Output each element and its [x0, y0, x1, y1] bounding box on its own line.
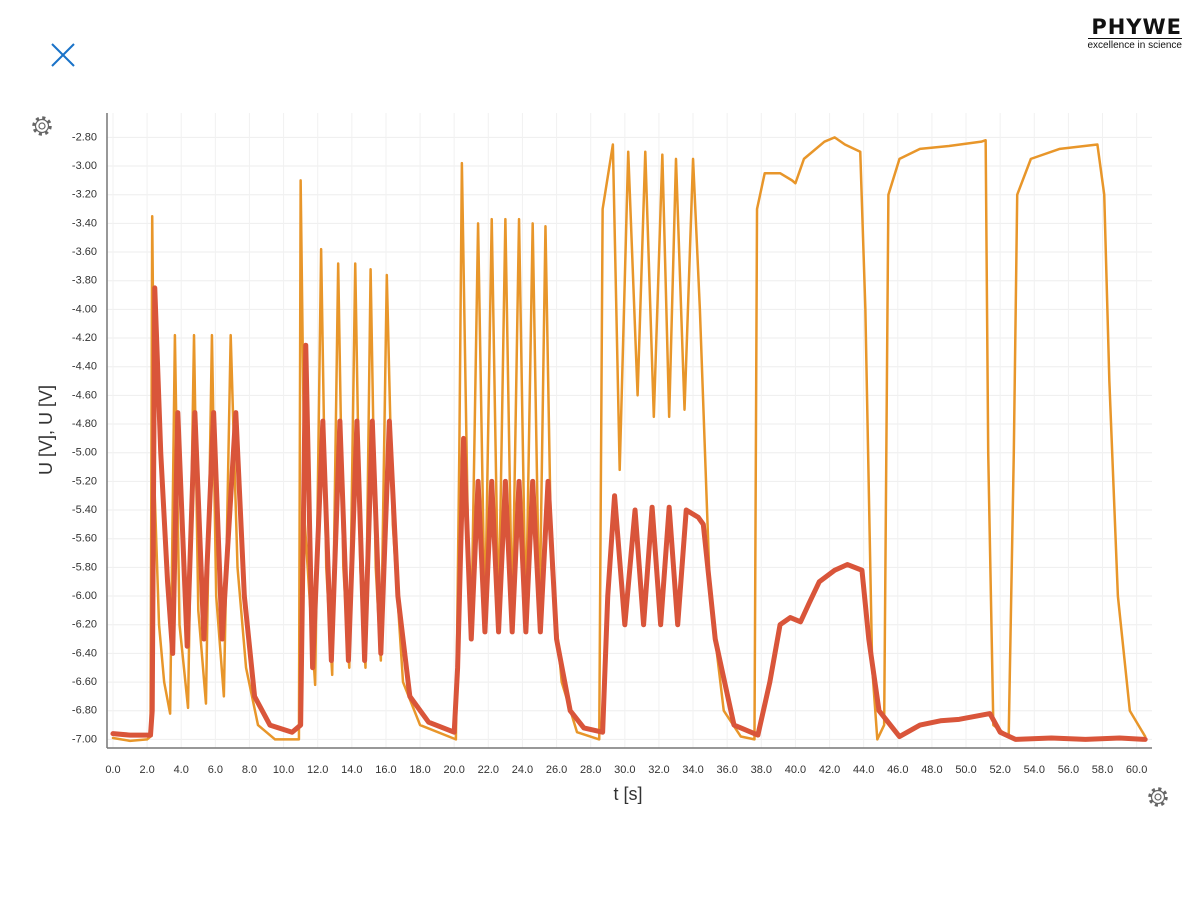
x-tick-label: 40.0	[785, 764, 806, 776]
x-tick-label: 24.0	[512, 764, 533, 776]
y-tick-label: -4.00	[72, 303, 97, 315]
gear-hub	[1154, 793, 1162, 801]
y-tick-label: -4.40	[72, 361, 97, 373]
y-tick-label: -7.00	[72, 733, 97, 745]
gear-hub	[38, 122, 46, 130]
plot-lines	[110, 136, 1148, 743]
gear-ring	[1150, 789, 1166, 805]
x-tick-label: 26.0	[546, 764, 567, 776]
y-tick-label: -6.40	[72, 647, 97, 659]
x-tick-label: 44.0	[853, 764, 874, 776]
x-tick-label: 0.0	[105, 764, 120, 776]
gear-teeth	[1148, 787, 1168, 807]
x-tick-label: 16.0	[375, 764, 396, 776]
x-axis-title: t [s]	[613, 784, 642, 804]
y-tick-label: -2.80	[72, 131, 97, 143]
y-tick-label: -5.80	[72, 561, 97, 573]
y-axis-settings[interactable]	[32, 116, 52, 136]
logo-tagline: excellence in science	[1087, 38, 1182, 51]
y-tick-label: -4.60	[72, 389, 97, 401]
x-tick-label: 2.0	[139, 764, 154, 776]
x-tick-label: 50.0	[955, 764, 976, 776]
x-tick-label: 60.0	[1126, 764, 1147, 776]
x-tick-label: 48.0	[921, 764, 942, 776]
close-button[interactable]	[51, 43, 75, 67]
x-tick-label: 8.0	[242, 764, 257, 776]
gear-ring	[34, 118, 50, 134]
y-tick-label: -3.00	[72, 160, 97, 172]
data-line	[110, 285, 1148, 742]
logo-text: PHYWE	[1091, 15, 1182, 39]
x-tick-label: 22.0	[478, 764, 499, 776]
x-tick-label: 42.0	[819, 764, 840, 776]
x-tick-label: 54.0	[1024, 764, 1045, 776]
y-tick-label: -6.00	[72, 590, 97, 602]
x-tick-label: 10.0	[273, 764, 294, 776]
y-tick-label: -3.60	[72, 246, 97, 258]
x-tick-label: 20.0	[443, 764, 464, 776]
y-tick-label: -6.80	[72, 705, 97, 717]
x-tick-label: 6.0	[208, 764, 223, 776]
y-axis-title: U [V], U [V]	[36, 385, 56, 475]
x-tick-label: 58.0	[1092, 764, 1113, 776]
close-icon-stroke	[51, 43, 75, 67]
x-tick-label: 56.0	[1058, 764, 1079, 776]
y-tick-label: -3.20	[72, 189, 97, 201]
x-axis-settings[interactable]	[1148, 787, 1168, 807]
y-tick-label: -5.00	[72, 447, 97, 459]
ticks: -7.00 -6.80 -6.60 -6.40 -6.20 -6.00 -5.80 -5.60…	[72, 131, 1147, 776]
gear-teeth	[32, 116, 52, 136]
y-tick-label: -6.20	[72, 619, 97, 631]
x-tick-label: 28.0	[580, 764, 601, 776]
x-tick-label: 14.0	[341, 764, 362, 776]
x-tick-label: 4.0	[174, 764, 189, 776]
x-tick-label: 32.0	[648, 764, 669, 776]
y-tick-label: -5.20	[72, 475, 97, 487]
x-tick-label: 46.0	[887, 764, 908, 776]
y-tick-label: -3.80	[72, 275, 97, 287]
x-tick-label: 52.0	[989, 764, 1010, 776]
x-tick-label: 36.0	[716, 764, 737, 776]
y-tick-label: -4.20	[72, 332, 97, 344]
y-tick-label: -3.40	[72, 217, 97, 229]
x-tick-label: 12.0	[307, 764, 328, 776]
x-tick-label: 18.0	[409, 764, 430, 776]
y-tick-label: -5.60	[72, 533, 97, 545]
x-tick-label: 38.0	[751, 764, 772, 776]
y-tick-label: -6.60	[72, 676, 97, 688]
brand-logo: PHYWE excellence in science	[1087, 15, 1182, 51]
y-tick-label: -5.40	[72, 504, 97, 516]
y-tick-label: -4.80	[72, 418, 97, 430]
x-tick-label: 30.0	[614, 764, 635, 776]
data-line	[111, 136, 1147, 743]
x-tick-label: 34.0	[682, 764, 703, 776]
